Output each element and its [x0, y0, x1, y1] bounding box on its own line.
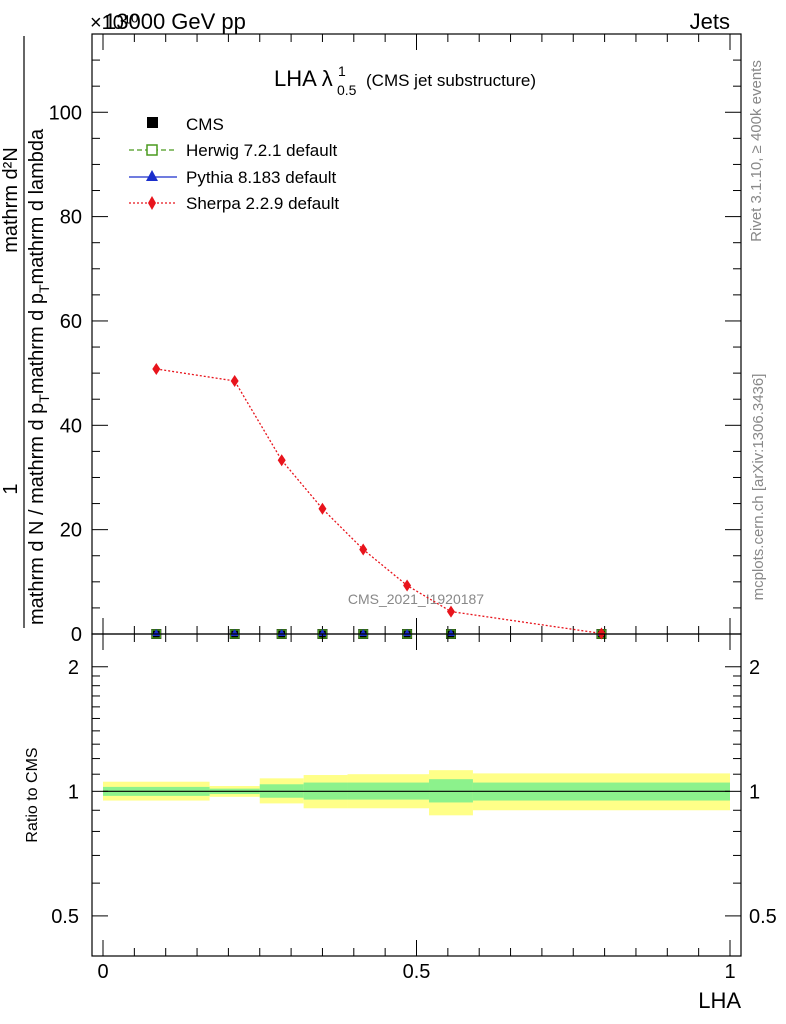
main-y-label: 1 mathrm d²N mathrm d N / mathrm d pTmat…: [0, 36, 52, 628]
legend-label-cms: CMS: [186, 115, 224, 134]
main-axis-ticks: [92, 34, 741, 635]
legend-marker-pythia: [146, 170, 158, 181]
y-label-numerator: mathrm d²N: [0, 147, 22, 253]
ratio-y-tick-label: 1: [68, 781, 79, 803]
ratio-y-tick-label-right: 1: [749, 781, 760, 803]
x-axis-label: LHA: [698, 988, 741, 1013]
sherpa-point: [359, 543, 368, 556]
ratio-uncertainty-bands: [103, 770, 730, 816]
y-tick-label: 100: [49, 102, 82, 124]
y-tick-label: 40: [60, 415, 82, 437]
ratio-y-tick-label-right: 0.5: [749, 906, 777, 928]
y-tick-label: 20: [60, 520, 82, 542]
sherpa-point: [230, 374, 239, 387]
sherpa-point: [318, 502, 327, 515]
y-tick-label: 0: [71, 624, 82, 646]
y-exponent-label: ×10¹⁰: [90, 12, 139, 34]
x-tick-label: 0: [97, 961, 108, 983]
sherpa-point: [403, 579, 412, 592]
plot-title: LHA λ: [274, 66, 333, 91]
y-label-prefix: 1: [0, 483, 22, 494]
sherpa-point: [277, 454, 286, 467]
energy-label: 13000 GeV pp: [104, 9, 246, 34]
legend: CMS Herwig 7.2.1 default Pythia 8.183 de…: [129, 115, 339, 213]
ratio-y-label: Ratio to CMS: [24, 747, 41, 842]
y-label-denominator: mathrm d N / mathrm d pTmathrm d pTmathr…: [26, 128, 52, 625]
x-tick-label: 0.5: [403, 961, 431, 983]
legend-marker-cms: [147, 117, 158, 128]
plot-title-superscript: 1: [338, 63, 346, 79]
ratio-y-tick-label-right: 2: [749, 657, 760, 679]
main-y-tick-labels: 0 20 40 60 80 100: [49, 102, 82, 646]
sherpa-point: [152, 362, 161, 375]
x-tick-labels: 0 0.5 1: [97, 961, 735, 983]
analysis-watermark: CMS_2021_I1920187: [348, 591, 484, 607]
plot-title-suffix: (CMS jet substructure): [366, 71, 536, 90]
legend-label-herwig: Herwig 7.2.1 default: [186, 141, 337, 160]
plot-title-subscript: 0.5: [337, 82, 357, 98]
ratio-y-tick-labels: 0.5 0.5 1 1 2 2: [51, 657, 777, 928]
process-label: Jets: [690, 9, 730, 34]
mcplots-label: mcplots.cern.ch [arXiv:1306.3436]: [750, 374, 767, 601]
legend-label-sherpa: Sherpa 2.2.9 default: [186, 194, 339, 213]
y-tick-label: 60: [60, 311, 82, 333]
ratio-y-tick-label: 0.5: [51, 906, 79, 928]
ratio-y-tick-label: 2: [68, 657, 79, 679]
legend-marker-sherpa: [148, 196, 156, 210]
sherpa-point: [446, 605, 455, 618]
x-tick-label: 1: [724, 961, 735, 983]
ratio-axis-ticks: [92, 634, 741, 957]
y-tick-label: 80: [60, 207, 82, 229]
rivet-version-label: Rivet 3.1.10, ≥ 400k events: [748, 60, 765, 242]
legend-marker-herwig: [146, 144, 158, 156]
legend-label-pythia: Pythia 8.183 default: [186, 168, 337, 187]
